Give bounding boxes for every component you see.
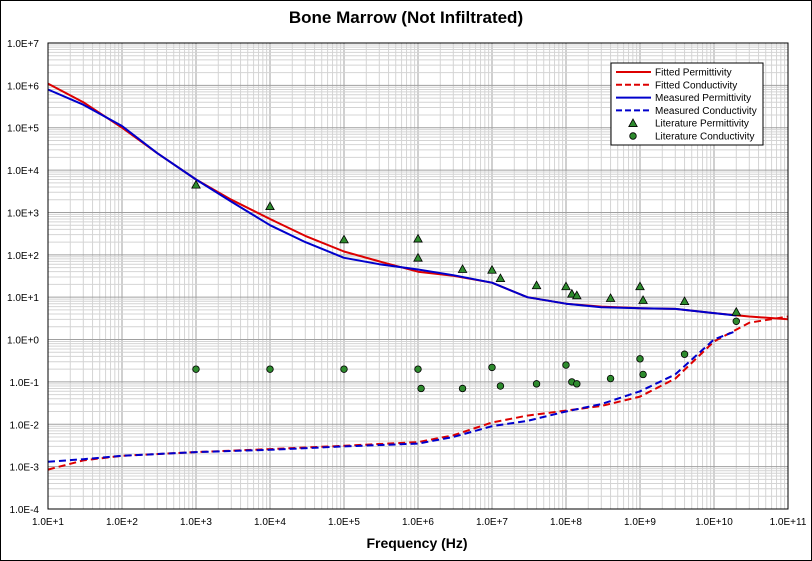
x-tick-label: 1.0E+6 bbox=[402, 517, 434, 528]
literature-conductivity-point bbox=[192, 365, 200, 373]
literature-conductivity-point bbox=[496, 382, 505, 390]
y-tick-label: 1.0E+5 bbox=[7, 124, 39, 135]
y-tick-label: 1.0E-3 bbox=[10, 463, 40, 474]
chart-title: Bone Marrow (Not Infiltrated) bbox=[289, 8, 523, 27]
legend-item-fitted-conductivity: Fitted Conductivity bbox=[616, 80, 737, 91]
literature-conductivity-point bbox=[636, 355, 644, 363]
x-tick-label: 1.0E+11 bbox=[770, 517, 807, 528]
y-tick-label: 1.0E-4 bbox=[10, 505, 40, 516]
tick-labels: 1.0E+1 1.0E+2 1.0E+3 1.0E+4 1.0E+5 1.0E+6 1.0E… bbox=[7, 39, 807, 528]
legend-swatch bbox=[629, 132, 637, 140]
y-tick-label: 1.0E+2 bbox=[7, 251, 39, 262]
legend-item-literature-conductivity: Literature Conductivity bbox=[629, 132, 755, 143]
x-tick-label: 1.0E+10 bbox=[695, 517, 733, 528]
literature-conductivity-point bbox=[606, 374, 615, 383]
literature-permittivity-point bbox=[638, 295, 648, 304]
series-measured-permittivity bbox=[47, 88, 737, 317]
literature-permittivity-point bbox=[413, 252, 423, 262]
x-tick-label: 1.0E+1 bbox=[32, 517, 64, 528]
x-axis-label: Frequency (Hz) bbox=[366, 535, 467, 551]
legend-item-measured-conductivity: Measured Conductivity bbox=[616, 106, 757, 117]
literature-conductivity-point bbox=[458, 384, 467, 393]
legend-label: Measured Permittivity bbox=[655, 93, 751, 104]
literature-permittivity-point bbox=[566, 288, 577, 298]
legend-item-fitted-permittivity: Fitted Permittivity bbox=[616, 68, 732, 79]
legend-box bbox=[610, 62, 764, 146]
y-tick-label: 1.0E+7 bbox=[7, 39, 39, 50]
x-tick-label: 1.0E+2 bbox=[106, 517, 138, 528]
y-tick-label: 1.0E+3 bbox=[7, 208, 39, 219]
literature-permittivity-point bbox=[191, 179, 201, 189]
literature-conductivity-point bbox=[680, 350, 689, 358]
legend-label: Fitted Conductivity bbox=[655, 80, 737, 91]
legend-label: Fitted Permittivity bbox=[655, 68, 732, 79]
y-tick-label: 1.0E-2 bbox=[10, 420, 40, 431]
literature-permittivity-point bbox=[561, 281, 571, 291]
x-tick-label: 1.0E+8 bbox=[550, 517, 582, 528]
literature-permittivity-point bbox=[679, 296, 690, 306]
series-literature-conductivity bbox=[192, 317, 740, 393]
literature-conductivity-point bbox=[414, 365, 422, 373]
series-layer bbox=[47, 82, 789, 471]
literature-conductivity-point bbox=[639, 370, 647, 379]
y-tick-label: 1.0E+4 bbox=[7, 166, 39, 177]
literature-permittivity-point bbox=[731, 306, 742, 316]
literature-conductivity-point bbox=[732, 317, 740, 325]
legend-item-measured-permittivity: Measured Permittivity bbox=[616, 93, 751, 104]
y-tick-label: 1.0E+0 bbox=[7, 336, 39, 347]
literature-permittivity-point bbox=[605, 293, 616, 302]
literature-conductivity-point bbox=[340, 365, 348, 373]
literature-permittivity-point bbox=[495, 273, 506, 282]
x-tick-label: 1.0E+3 bbox=[180, 517, 212, 528]
literature-permittivity-point bbox=[635, 281, 645, 291]
literature-conductivity-point bbox=[488, 363, 496, 372]
literature-conductivity-point bbox=[417, 384, 425, 393]
x-tick-label: 1.0E+9 bbox=[624, 517, 656, 528]
x-tick-label: 1.0E+5 bbox=[328, 517, 360, 528]
literature-permittivity-point bbox=[265, 201, 275, 211]
literature-permittivity-point bbox=[571, 290, 582, 300]
plot-area bbox=[47, 42, 789, 510]
literature-permittivity-point bbox=[487, 264, 497, 274]
legend-item-literature-permittivity: Literature Permittivity bbox=[628, 118, 749, 130]
measured-permittivity-line bbox=[47, 88, 737, 317]
measured-conductivity-line bbox=[47, 329, 737, 463]
literature-permittivity-point bbox=[457, 264, 468, 273]
legend-label: Literature Permittivity bbox=[655, 119, 749, 130]
legend-label: Literature Conductivity bbox=[655, 132, 755, 143]
literature-conductivity-point bbox=[266, 365, 274, 373]
y-tick-label: 1.0E-1 bbox=[10, 378, 40, 389]
literature-conductivity-point bbox=[562, 361, 570, 369]
x-tick-label: 1.0E+4 bbox=[254, 517, 286, 528]
y-tick-label: 1.0E+6 bbox=[7, 81, 39, 92]
x-tick-label: 1.0E+7 bbox=[476, 517, 508, 528]
grid bbox=[47, 43, 788, 510]
legend-label: Measured Conductivity bbox=[655, 106, 757, 117]
series-measured-conductivity bbox=[47, 329, 737, 463]
literature-permittivity-point bbox=[413, 233, 423, 243]
literature-conductivity-point bbox=[532, 380, 541, 388]
legend-swatch bbox=[628, 118, 638, 127]
literature-permittivity-point bbox=[339, 234, 349, 244]
literature-permittivity-point bbox=[531, 280, 542, 290]
series-literature-permittivity bbox=[191, 179, 742, 316]
literature-conductivity-point bbox=[573, 380, 581, 388]
y-tick-label: 1.0E+1 bbox=[7, 293, 39, 304]
